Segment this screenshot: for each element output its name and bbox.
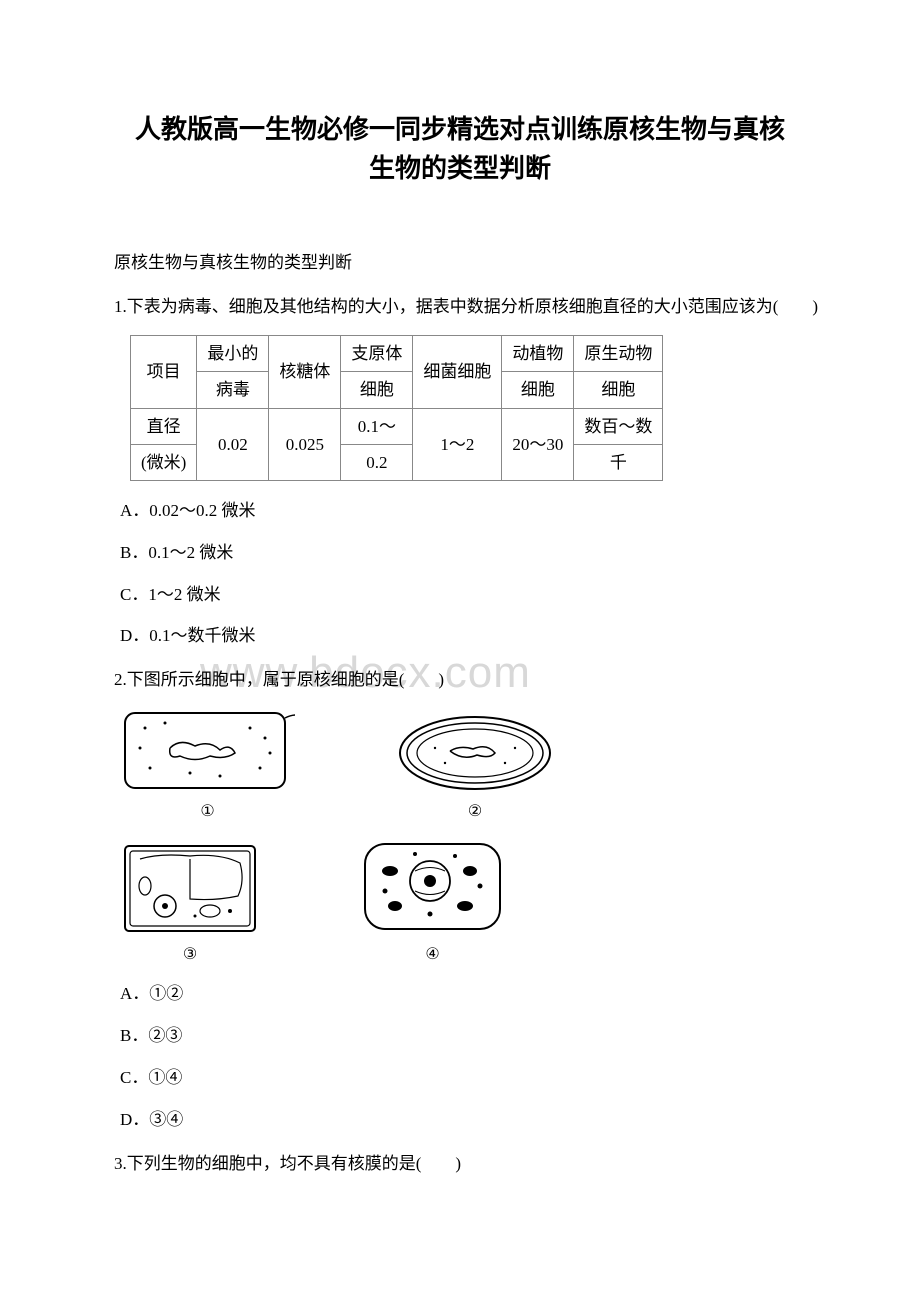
data-table-container: 项目 最小的 核糖体 支原体 细菌细胞 动植物 原生动物 病毒 细胞 细胞 细胞… xyxy=(130,335,840,481)
table-cell: 核糖体 xyxy=(269,336,341,408)
subtitle: 原核生物与真核生物的类型判断 xyxy=(80,248,840,273)
cell-diagram-3-icon xyxy=(120,841,260,936)
cell-images-row-1: ① ② xyxy=(120,708,840,821)
q1-option-d: D．0.1～数千微米 xyxy=(120,624,840,648)
q1-option-b: B．0.1～2 微米 xyxy=(120,541,840,565)
title-line-1: 人教版高一生物必修一同步精选对点训练原核生物与真核 xyxy=(80,110,840,149)
question-2-text: 2.下图所示细胞中，属于原核细胞的是( ) xyxy=(80,666,840,693)
q2-option-c: C．①④ xyxy=(120,1066,840,1090)
q1-option-a: A．0.02～0.2 微米 xyxy=(120,499,840,523)
table-cell: 细胞 xyxy=(502,372,574,408)
table-row: 病毒 细胞 细胞 细胞 xyxy=(131,372,663,408)
cell-image-3: ③ xyxy=(120,841,260,964)
table-cell: 千 xyxy=(574,444,663,480)
cell-images-row-2: ③ ④ xyxy=(120,836,840,964)
table-cell: 数百～数 xyxy=(574,408,663,444)
cell-image-2: ② xyxy=(395,713,555,821)
question-1-text: 1.下表为病毒、细胞及其他结构的大小，据表中数据分析原核细胞直径的大小范围应该为… xyxy=(80,293,840,320)
cell-label-1: ① xyxy=(120,801,295,821)
q1-option-c: C．1～2 微米 xyxy=(120,583,840,607)
cell-label-2: ② xyxy=(395,801,555,821)
table-cell: 细菌细胞 xyxy=(413,336,502,408)
table-cell: 直径 xyxy=(131,408,197,444)
table-cell: 原生动物 xyxy=(574,336,663,372)
table-row: 项目 最小的 核糖体 支原体 细菌细胞 动植物 原生动物 xyxy=(131,336,663,372)
question-3-text: 3.下列生物的细胞中，均不具有核膜的是( ) xyxy=(80,1150,840,1177)
table-cell: 0.025 xyxy=(269,408,341,480)
title-line-2: 生物的类型判断 xyxy=(80,149,840,188)
table-cell: 病毒 xyxy=(197,372,269,408)
table-cell: 项目 xyxy=(131,336,197,408)
table-cell: (微米) xyxy=(131,444,197,480)
table-cell: 细胞 xyxy=(574,372,663,408)
cell-diagram-4-icon xyxy=(360,836,505,936)
table-cell: 支原体 xyxy=(341,336,413,372)
cell-diagram-1-icon xyxy=(120,708,295,793)
table-cell: 0.02 xyxy=(197,408,269,480)
table-cell: 动植物 xyxy=(502,336,574,372)
table-cell: 最小的 xyxy=(197,336,269,372)
data-table: 项目 最小的 核糖体 支原体 细菌细胞 动植物 原生动物 病毒 细胞 细胞 细胞… xyxy=(130,335,663,481)
cell-image-4: ④ xyxy=(360,836,505,964)
table-cell: 20～30 xyxy=(502,408,574,480)
document-content: 人教版高一生物必修一同步精选对点训练原核生物与真核 生物的类型判断 原核生物与真… xyxy=(80,110,840,1177)
q2-option-a: A．①② xyxy=(120,982,840,1006)
table-row: 直径 0.02 0.025 0.1～ 1～2 20～30 数百～数 xyxy=(131,408,663,444)
table-cell: 细胞 xyxy=(341,372,413,408)
document-title: 人教版高一生物必修一同步精选对点训练原核生物与真核 生物的类型判断 xyxy=(80,110,840,188)
table-cell: 1～2 xyxy=(413,408,502,480)
cell-label-3: ③ xyxy=(120,944,260,964)
cell-image-1: ① xyxy=(120,708,295,821)
q2-option-b: B．②③ xyxy=(120,1024,840,1048)
table-cell: 0.2 xyxy=(341,444,413,480)
table-cell: 0.1～ xyxy=(341,408,413,444)
cell-label-4: ④ xyxy=(360,944,505,964)
q2-option-d: D．③④ xyxy=(120,1108,840,1132)
cell-diagram-2-icon xyxy=(395,713,555,793)
